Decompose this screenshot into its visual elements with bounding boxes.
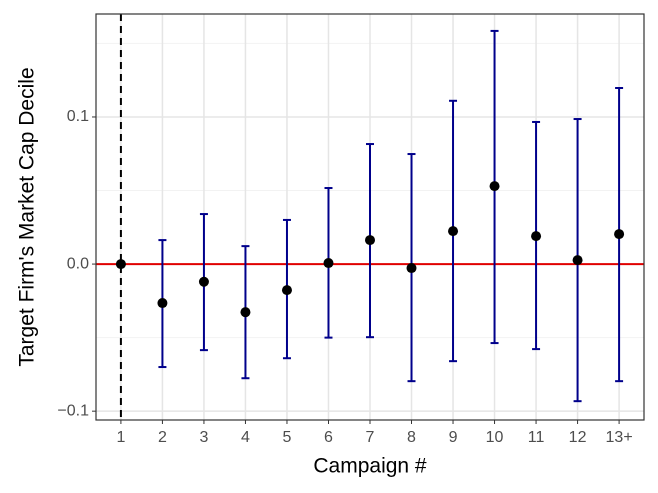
y-tick-label: 0.1 xyxy=(67,108,89,125)
point xyxy=(365,235,375,246)
point xyxy=(406,263,417,274)
point xyxy=(531,231,542,242)
x-tick-label: 3 xyxy=(199,429,208,446)
x-tick-label: 4 xyxy=(241,429,250,446)
x-tick-label: 2 xyxy=(158,429,167,446)
x-tick-label: 8 xyxy=(407,429,416,446)
point xyxy=(489,181,500,192)
panel-border xyxy=(95,13,645,421)
point xyxy=(198,276,209,287)
point xyxy=(448,226,459,237)
x-tick-label: 7 xyxy=(366,429,375,446)
point xyxy=(572,255,583,266)
x-tick-label: 10 xyxy=(486,429,504,446)
x-tick-label: 12 xyxy=(569,429,587,446)
x-axis-title: Campaign # xyxy=(313,455,427,478)
point xyxy=(614,229,625,240)
point xyxy=(157,298,168,309)
y-axis-title: Target Firm's Market Cap Decile xyxy=(16,67,39,366)
x-tick-label: 1 xyxy=(116,429,125,446)
point xyxy=(115,259,126,270)
y-tick-label: −0.1 xyxy=(57,402,89,419)
y-tick-label: 0.0 xyxy=(67,255,89,272)
x-tick-label: 6 xyxy=(324,429,333,446)
x-tick-label: 9 xyxy=(449,429,458,446)
x-tick-label: 5 xyxy=(283,429,292,446)
point xyxy=(281,285,292,296)
x-tick-label: 11 xyxy=(528,429,545,446)
point xyxy=(240,307,251,318)
point xyxy=(323,258,334,269)
x-tick-label: 13+ xyxy=(606,429,633,446)
